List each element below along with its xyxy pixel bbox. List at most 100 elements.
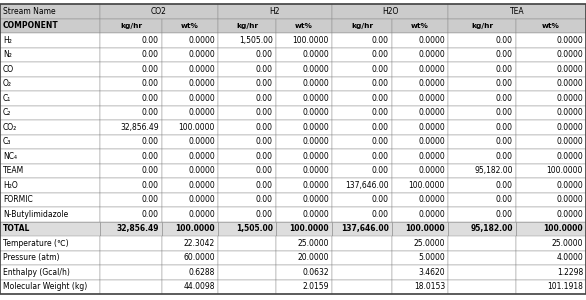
- Text: O₂: O₂: [3, 79, 12, 88]
- Bar: [276, 19, 332, 33]
- Text: 20.0000: 20.0000: [298, 253, 329, 262]
- Text: 95,182.00: 95,182.00: [471, 224, 513, 233]
- Bar: [392, 250, 448, 265]
- Text: kg/hr: kg/hr: [351, 23, 373, 29]
- Text: 0.0000: 0.0000: [302, 65, 329, 74]
- Bar: [162, 221, 218, 236]
- Text: wt%: wt%: [542, 23, 560, 29]
- Bar: [162, 47, 218, 62]
- Bar: [162, 91, 218, 106]
- Text: 0.00: 0.00: [372, 94, 389, 103]
- Bar: [448, 193, 516, 207]
- Text: 0.0000: 0.0000: [188, 166, 215, 175]
- Text: 0.0000: 0.0000: [418, 123, 445, 132]
- Bar: [0, 221, 100, 236]
- Text: 100.0000: 100.0000: [543, 224, 583, 233]
- Bar: [218, 236, 276, 250]
- Text: H2: H2: [270, 7, 280, 16]
- Text: 0.0000: 0.0000: [418, 36, 445, 45]
- Bar: [162, 120, 218, 134]
- Text: 0.00: 0.00: [142, 108, 159, 117]
- Text: 0.0000: 0.0000: [556, 195, 583, 204]
- Text: 0.0000: 0.0000: [302, 123, 329, 132]
- Text: 32,856.49: 32,856.49: [120, 123, 159, 132]
- Bar: [448, 62, 516, 76]
- Text: 0.00: 0.00: [256, 79, 273, 88]
- Bar: [100, 250, 162, 265]
- Bar: [448, 4, 586, 19]
- Bar: [162, 33, 218, 47]
- Text: 100.0000: 100.0000: [547, 166, 583, 175]
- Bar: [448, 178, 516, 193]
- Text: 3.4620: 3.4620: [418, 268, 445, 277]
- Text: 0.0000: 0.0000: [302, 137, 329, 146]
- Text: C₃: C₃: [3, 137, 11, 146]
- Bar: [392, 91, 448, 106]
- Bar: [100, 76, 162, 91]
- Text: 137,646.00: 137,646.00: [341, 224, 389, 233]
- Bar: [392, 19, 448, 33]
- Bar: [100, 47, 162, 62]
- Text: 0.00: 0.00: [256, 181, 273, 190]
- Text: 0.00: 0.00: [142, 195, 159, 204]
- Text: Molecular Weight (kg): Molecular Weight (kg): [3, 282, 87, 291]
- Bar: [162, 106, 218, 120]
- Text: 0.0000: 0.0000: [556, 94, 583, 103]
- Text: 2.0159: 2.0159: [302, 282, 329, 291]
- Bar: [0, 120, 100, 134]
- Text: 0.00: 0.00: [256, 137, 273, 146]
- Text: 0.00: 0.00: [142, 36, 159, 45]
- Text: 0.0000: 0.0000: [556, 210, 583, 219]
- Bar: [332, 120, 392, 134]
- Text: 137,646.00: 137,646.00: [345, 181, 389, 190]
- Text: 101.1918: 101.1918: [547, 282, 583, 291]
- Text: 0.0000: 0.0000: [302, 79, 329, 88]
- Text: 1.2298: 1.2298: [557, 268, 583, 277]
- Bar: [332, 149, 392, 164]
- Text: 0.0000: 0.0000: [556, 50, 583, 59]
- Text: 0.00: 0.00: [142, 65, 159, 74]
- Bar: [0, 134, 100, 149]
- Text: 0.00: 0.00: [256, 210, 273, 219]
- Text: 0.00: 0.00: [496, 137, 513, 146]
- Text: 0.0000: 0.0000: [188, 152, 215, 161]
- Bar: [276, 221, 332, 236]
- Text: kg/hr: kg/hr: [471, 23, 493, 29]
- Bar: [0, 164, 100, 178]
- Bar: [162, 76, 218, 91]
- Text: 0.0000: 0.0000: [418, 210, 445, 219]
- Bar: [516, 193, 586, 207]
- Bar: [0, 207, 100, 221]
- Bar: [276, 236, 332, 250]
- Bar: [516, 19, 586, 33]
- Bar: [162, 193, 218, 207]
- Bar: [392, 106, 448, 120]
- Text: 100.0000: 100.0000: [408, 181, 445, 190]
- Bar: [0, 178, 100, 193]
- Bar: [332, 236, 392, 250]
- Bar: [332, 280, 392, 294]
- Text: 0.0000: 0.0000: [188, 65, 215, 74]
- Text: 0.0000: 0.0000: [302, 195, 329, 204]
- Bar: [392, 265, 448, 280]
- Bar: [448, 236, 516, 250]
- Text: 4.0000: 4.0000: [556, 253, 583, 262]
- Bar: [100, 149, 162, 164]
- Text: 0.0000: 0.0000: [302, 166, 329, 175]
- Text: CO2: CO2: [151, 7, 167, 16]
- Bar: [276, 47, 332, 62]
- Text: 0.0000: 0.0000: [418, 166, 445, 175]
- Text: CO: CO: [3, 65, 14, 74]
- Text: 44.0098: 44.0098: [183, 282, 215, 291]
- Bar: [448, 221, 516, 236]
- Bar: [162, 236, 218, 250]
- Bar: [516, 106, 586, 120]
- Bar: [516, 236, 586, 250]
- Bar: [516, 149, 586, 164]
- Bar: [0, 4, 100, 19]
- Bar: [516, 178, 586, 193]
- Bar: [448, 106, 516, 120]
- Bar: [332, 4, 448, 19]
- Text: 60.0000: 60.0000: [183, 253, 215, 262]
- Text: 0.0000: 0.0000: [418, 50, 445, 59]
